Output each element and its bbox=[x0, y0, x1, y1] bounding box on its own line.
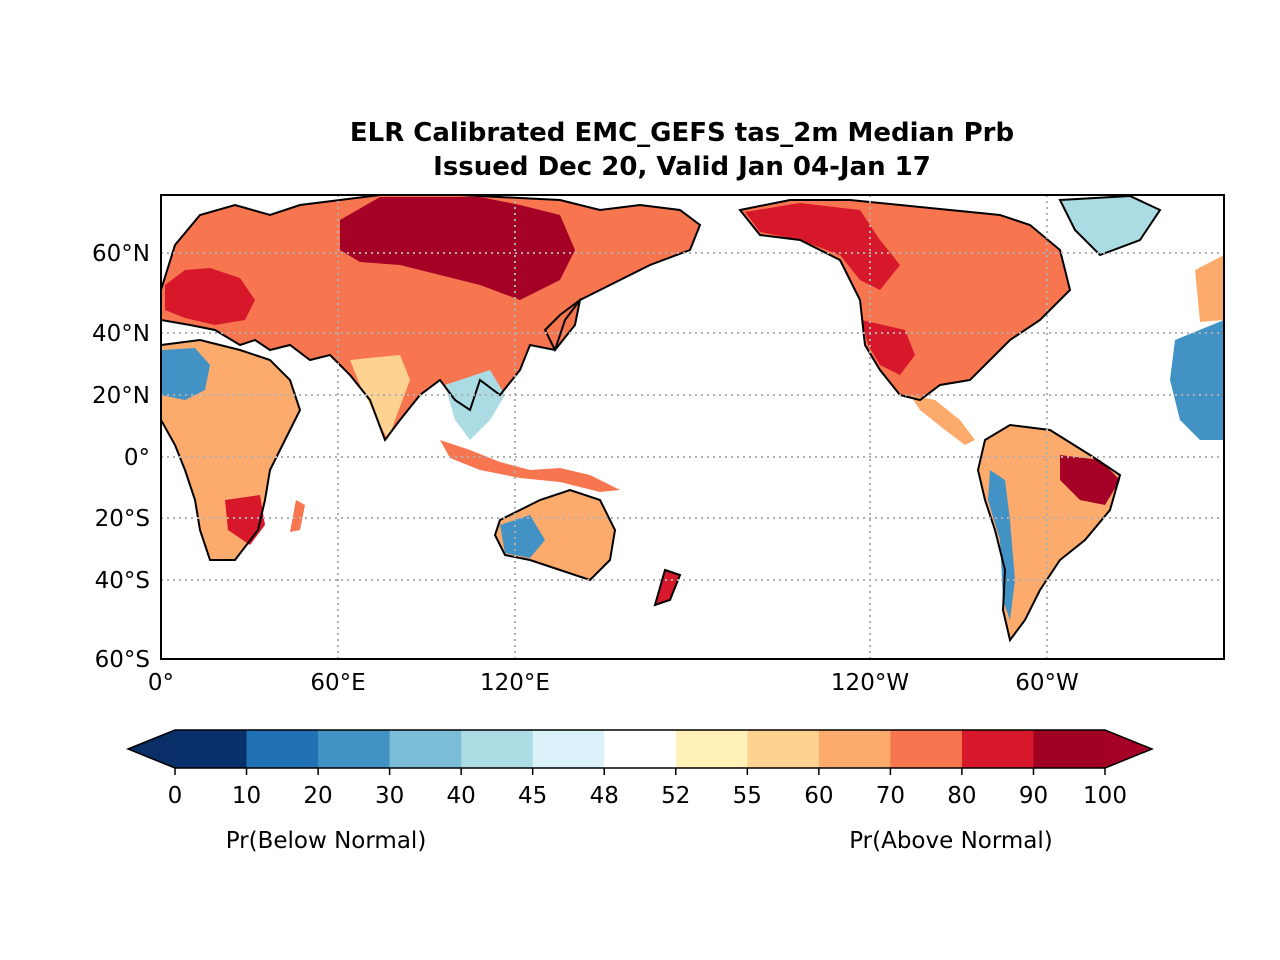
lon-label-120w: 120°W bbox=[831, 670, 909, 696]
colorbar-segment bbox=[747, 730, 820, 768]
colorbar-segment bbox=[246, 730, 319, 768]
colorbar-segment bbox=[175, 730, 248, 768]
lat-labels: 60°N 40°N 20°N 0° 20°S 40°S 60°S bbox=[92, 241, 150, 673]
colorbar-side-labels: Pr(Below Normal) Pr(Above Normal) bbox=[226, 828, 1053, 854]
map-layers bbox=[161, 195, 1224, 640]
colorbar-label-above-normal: Pr(Above Normal) bbox=[849, 828, 1053, 854]
new-zealand-coast bbox=[653, 568, 682, 607]
lat-label-40n: 40°N bbox=[92, 321, 150, 347]
colorbar-segment bbox=[675, 730, 748, 768]
madagascar bbox=[290, 500, 305, 532]
south-america-coast bbox=[976, 423, 1122, 643]
title-line-2: Issued Dec 20, Valid Jan 04-Jan 17 bbox=[433, 152, 931, 182]
colorbar-segment bbox=[890, 730, 963, 768]
siberia-warm-core bbox=[340, 197, 575, 300]
lat-label-20s: 20°S bbox=[95, 506, 150, 532]
indonesia bbox=[440, 440, 620, 492]
colorbar-tick-label: 100 bbox=[1083, 783, 1127, 809]
alaska-canada-warm bbox=[745, 203, 900, 290]
colorbar-segment bbox=[389, 730, 462, 768]
colorbar-tick-label: 30 bbox=[375, 783, 404, 809]
colorbar-tick-label: 70 bbox=[876, 783, 905, 809]
lat-label-0: 0° bbox=[124, 445, 150, 471]
lon-labels: 0° 60°E 120°E 120°W 60°W bbox=[148, 670, 1079, 696]
australia-land bbox=[495, 490, 615, 580]
africa-coast bbox=[161, 338, 302, 561]
new-zealand bbox=[655, 570, 680, 605]
north-america-land bbox=[740, 200, 1070, 400]
central-america bbox=[910, 395, 975, 445]
colorbar-tick-label: 52 bbox=[661, 783, 690, 809]
andes-cool bbox=[988, 470, 1015, 620]
colorbar-segment bbox=[818, 730, 891, 768]
colorbar-tick-label: 45 bbox=[518, 783, 547, 809]
colorbar-tick-label: 80 bbox=[947, 783, 976, 809]
sahara-cool bbox=[161, 348, 210, 400]
colorbar-tick-label: 0 bbox=[168, 783, 183, 809]
map-title: ELR Calibrated EMC_GEFS tas_2m Median Pr… bbox=[0, 116, 1280, 184]
colorbar-tick-label: 90 bbox=[1019, 783, 1048, 809]
africa-land bbox=[161, 340, 300, 560]
colorbar-segment bbox=[318, 730, 391, 768]
lat-label-60n: 60°N bbox=[92, 241, 150, 267]
iberia-wrap bbox=[1195, 255, 1224, 322]
lat-label-20n: 20°N bbox=[92, 383, 150, 409]
map-frame bbox=[160, 194, 1225, 660]
colorbar-segment bbox=[1033, 730, 1106, 768]
india-land bbox=[350, 355, 410, 440]
lon-label-120e: 120°E bbox=[480, 670, 550, 696]
australia-coast bbox=[493, 488, 617, 582]
lat-label-40s: 40°S bbox=[95, 568, 150, 594]
colorbar-extend-high bbox=[1105, 730, 1152, 768]
colorbar-tick-label: 48 bbox=[590, 783, 619, 809]
colorbar-tick-label: 55 bbox=[733, 783, 762, 809]
colorbar-extend-low bbox=[128, 730, 175, 768]
colorbar-segment bbox=[461, 730, 534, 768]
australia-west-cool bbox=[500, 515, 545, 558]
colorbar-label-below-normal: Pr(Below Normal) bbox=[226, 828, 427, 854]
colorbar-segment bbox=[604, 730, 677, 768]
colorbar-tick-label: 40 bbox=[447, 783, 476, 809]
brazil-warm bbox=[1060, 455, 1120, 505]
japan-coast bbox=[543, 297, 582, 352]
colorbar-segment bbox=[532, 730, 605, 768]
colorbar-tick-label: 60 bbox=[804, 783, 833, 809]
west-africa-wrap bbox=[1170, 320, 1224, 440]
colorbar: 0 10 20 30 40 45 48 52 55 60 70 80 90 100 bbox=[125, 729, 1155, 809]
north-america-coast bbox=[738, 199, 1072, 402]
greenland bbox=[1060, 196, 1160, 255]
colorbar-tick-label: 20 bbox=[303, 783, 332, 809]
lat-label-60s: 60°S bbox=[95, 647, 150, 673]
lon-label-60e: 60°E bbox=[310, 670, 365, 696]
lon-label-0: 0° bbox=[148, 670, 174, 696]
lon-label-60w: 60°W bbox=[1015, 670, 1079, 696]
europe-warm bbox=[165, 268, 255, 325]
colorbar-segment bbox=[961, 730, 1034, 768]
colorbar-tick-label: 10 bbox=[232, 783, 261, 809]
title-line-1: ELR Calibrated EMC_GEFS tas_2m Median Pr… bbox=[349, 118, 1015, 148]
